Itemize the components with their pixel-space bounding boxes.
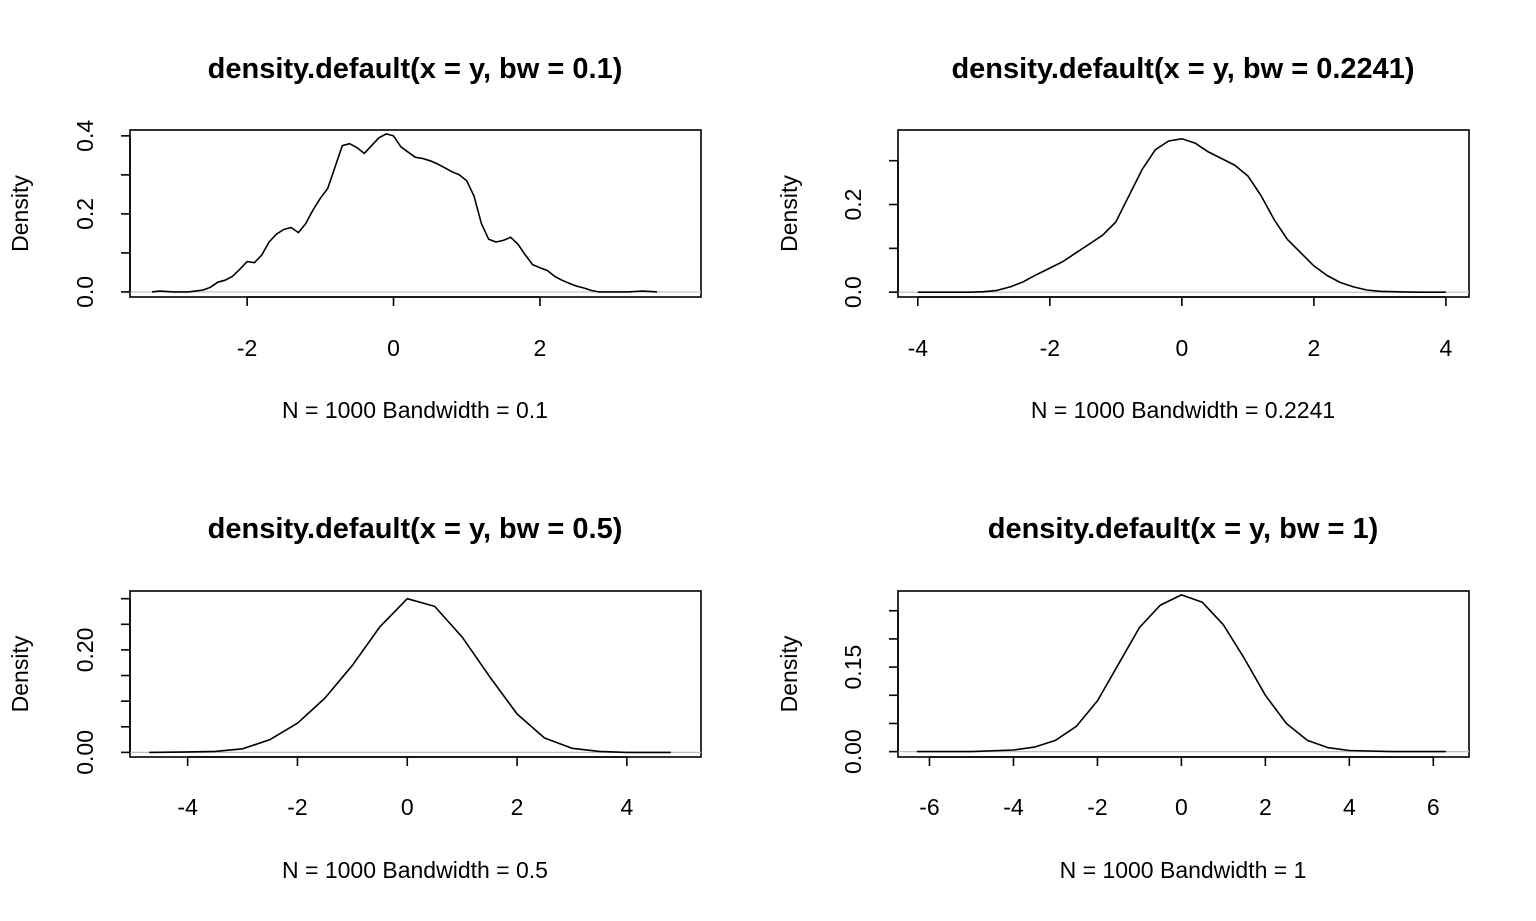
x-tick-label: 2 <box>511 794 524 820</box>
y-axis-label: Density <box>776 635 802 712</box>
y-tick-label: 0.0 <box>72 276 98 308</box>
plot-frame <box>897 590 1470 758</box>
y-tick-label: 0.15 <box>840 645 866 690</box>
x-tick-label: 0 <box>401 794 414 820</box>
density-panel-bw-0.5: density.default(x = y, bw = 0.5) Density… <box>7 513 702 883</box>
x-tick-label: 0 <box>1175 794 1188 820</box>
x-tick-label: -2 <box>237 335 257 361</box>
x-tick-label: 2 <box>534 335 547 361</box>
x-axis-subtitle: N = 1000 Bandwidth = 0.1 <box>282 397 548 423</box>
x-tick-label: -4 <box>1003 794 1024 820</box>
density-panel-bw-0.1: density.default(x = y, bw = 0.1) Density… <box>7 53 702 423</box>
y-axis-label: Density <box>776 175 802 252</box>
chart-title: density.default(x = y, bw = 1) <box>988 513 1379 545</box>
y-tick-label: 0.2 <box>840 189 866 221</box>
x-tick-label: -4 <box>177 794 198 820</box>
plot-frame <box>129 129 702 298</box>
x-tick-label: -4 <box>908 335 929 361</box>
y-tick-label: 0.00 <box>72 730 98 775</box>
density-panel-bw-0.2241: density.default(x = y, bw = 0.2241) Dens… <box>776 53 1470 423</box>
density-panel-bw-1: density.default(x = y, bw = 1) Density N… <box>776 513 1470 883</box>
chart-title: density.default(x = y, bw = 0.1) <box>208 53 623 85</box>
y-tick-label: 0.2 <box>72 198 98 230</box>
x-axis-subtitle: N = 1000 Bandwidth = 0.5 <box>282 857 548 883</box>
x-axis-subtitle: N = 1000 Bandwidth = 1 <box>1060 857 1307 883</box>
y-axis-label: Density <box>7 635 33 712</box>
x-tick-label: 4 <box>620 794 633 820</box>
y-tick-label: 0.0 <box>840 276 866 308</box>
y-tick-label: 0.00 <box>840 729 866 774</box>
x-tick-label: 4 <box>1343 794 1356 820</box>
density-curve <box>149 597 671 754</box>
chart-title: density.default(x = y, bw = 0.2241) <box>951 53 1414 85</box>
x-tick-label: -2 <box>1087 794 1107 820</box>
chart-title: density.default(x = y, bw = 0.5) <box>208 513 623 545</box>
x-tick-label: 4 <box>1439 335 1452 361</box>
y-tick-label: 0.4 <box>72 120 98 152</box>
plot-frame <box>129 590 702 758</box>
x-tick-label: 0 <box>387 335 400 361</box>
x-tick-label: -6 <box>919 794 939 820</box>
x-tick-label: 2 <box>1259 794 1272 820</box>
y-axis-label: Density <box>7 175 33 252</box>
y-tick-label: 0.20 <box>72 628 98 673</box>
x-tick-label: 6 <box>1427 794 1440 820</box>
x-tick-label: -2 <box>1040 335 1060 361</box>
plot-frame <box>897 129 1470 298</box>
density-curve <box>151 133 658 293</box>
x-tick-label: 2 <box>1307 335 1320 361</box>
x-tick-label: -2 <box>287 794 307 820</box>
x-tick-label: 0 <box>1175 335 1188 361</box>
density-curve <box>917 138 1446 293</box>
density-curve <box>916 594 1446 753</box>
x-axis-subtitle: N = 1000 Bandwidth = 0.2241 <box>1031 397 1335 423</box>
